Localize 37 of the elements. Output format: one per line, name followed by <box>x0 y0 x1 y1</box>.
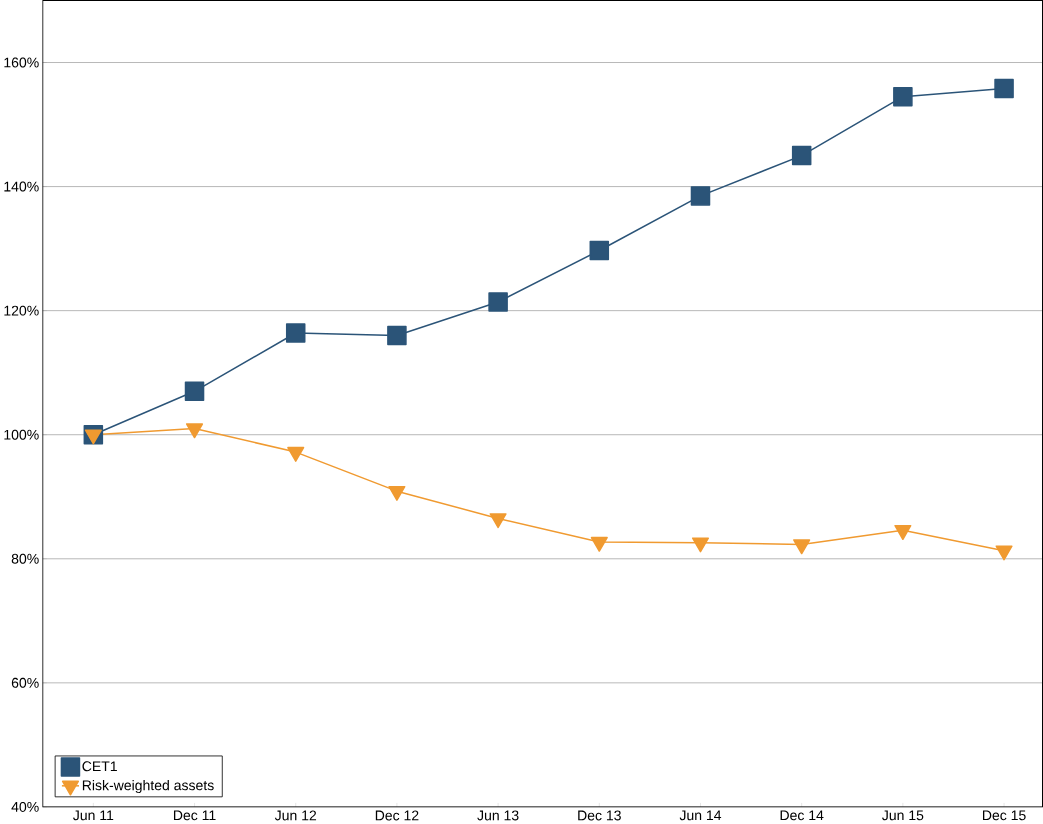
point <box>285 323 306 343</box>
x-tick-label: Jun 13 <box>477 810 519 821</box>
point <box>893 87 913 107</box>
point <box>995 545 1013 561</box>
point <box>489 513 507 529</box>
legend-label: Risk-weighted assets <box>82 780 214 794</box>
y-tick-label: 100% <box>4 429 39 440</box>
x-tick-label: Dec 11 <box>173 810 216 821</box>
legend-label: CET1 <box>82 761 117 772</box>
point <box>185 423 204 439</box>
x-tick-label: Jun 15 <box>882 810 924 821</box>
point <box>690 186 711 206</box>
point <box>388 486 406 502</box>
x-tick-label: Dec 14 <box>780 810 824 821</box>
point <box>791 145 812 166</box>
x-tick-label: Jun 12 <box>274 810 317 821</box>
point <box>488 292 508 312</box>
point <box>793 539 811 555</box>
x-tick-label: Dec 13 <box>578 810 621 821</box>
point <box>287 446 305 462</box>
x-tick-label: Jun 11 <box>73 810 114 821</box>
y-tick-label: 80% <box>11 553 39 564</box>
point <box>589 240 610 261</box>
point <box>387 325 407 346</box>
y-tick-label: 60% <box>11 678 39 688</box>
y-tick-label: 140% <box>4 181 39 192</box>
x-tick-label: Dec 12 <box>375 810 419 821</box>
point <box>994 78 1014 99</box>
y-tick-label: 160% <box>4 57 39 68</box>
x-tick-label: Jun 14 <box>679 810 722 821</box>
point <box>691 537 710 553</box>
x-tick-label: Dec 15 <box>982 810 1026 821</box>
point <box>184 381 205 402</box>
point <box>590 536 608 552</box>
y-tick-label: 120% <box>4 305 39 316</box>
y-tick-label: 40% <box>11 802 39 813</box>
point <box>894 525 912 541</box>
